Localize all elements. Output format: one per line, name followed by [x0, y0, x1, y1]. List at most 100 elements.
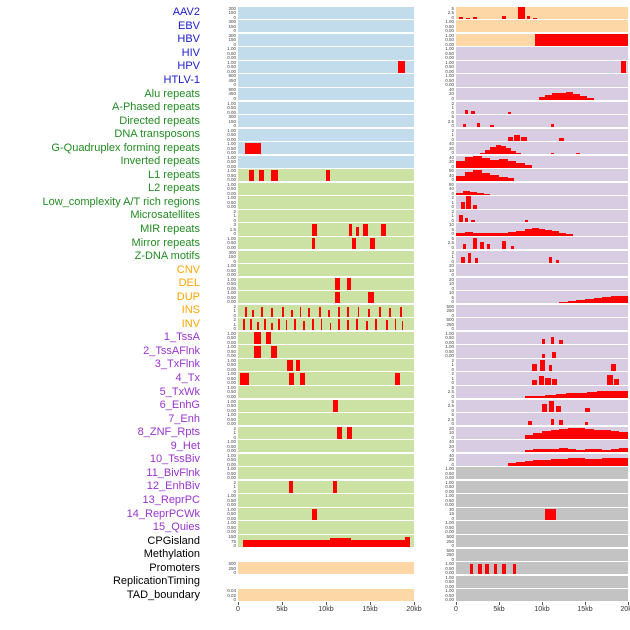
data-bar — [586, 97, 594, 101]
x-tick-label: 0 — [236, 606, 240, 614]
track-label: 13_ReprPC — [142, 494, 200, 506]
y-tick-label: 0.50 — [445, 335, 454, 341]
y-tick-label: 900 — [228, 86, 236, 92]
y-axis-ticks: 1.00 0.50 0.00 — [414, 331, 456, 344]
track-row: Inverted repeats 1.00 0.50 0.00 40 20 0 — [0, 155, 630, 169]
track-row: HTLV-1 900 450 0 1.00 0.50 0.00 — [0, 74, 630, 88]
data-bar — [299, 306, 302, 317]
data-bar — [329, 322, 332, 331]
y-tick-label: 0.50 — [445, 579, 454, 585]
data-bar — [380, 224, 386, 236]
track-panel-left — [238, 549, 414, 561]
track-row: AAV2 300 150 0 5 2.5 0 — [0, 6, 630, 20]
track-panel-right — [456, 413, 628, 426]
track-panel-right — [456, 345, 628, 358]
y-tick-label: 10 — [448, 281, 454, 287]
track-panel-left — [238, 277, 414, 290]
data-bar — [542, 404, 548, 412]
data-bar — [370, 237, 376, 250]
data-bar — [485, 150, 491, 155]
data-bar — [285, 320, 288, 331]
track-label: DNA transposons — [114, 129, 200, 141]
data-bar — [271, 345, 277, 358]
track-panel-right — [456, 155, 628, 168]
track-row: Directed repeats 300 150 0 5 2.5 0 — [0, 114, 630, 128]
y-tick-label: 500 — [446, 303, 454, 309]
track-row: 4_Tx 1.00 0.50 0.00 2 1 0 — [0, 372, 630, 386]
data-bar — [461, 256, 465, 263]
data-bar — [466, 17, 470, 19]
data-bar — [545, 508, 556, 521]
track-label: L2 repeats — [148, 183, 200, 195]
data-bar — [559, 458, 568, 466]
x-tick-mark — [542, 602, 543, 606]
data-bar — [621, 61, 627, 74]
y-tick-label: 0.50 — [445, 348, 454, 354]
data-bar — [545, 394, 556, 399]
data-bar — [542, 339, 546, 344]
track-panel-right — [456, 440, 628, 453]
y-tick-label: 0 — [451, 217, 454, 223]
y-tick-label: 0 — [451, 326, 454, 332]
track-panel-left — [238, 399, 414, 412]
y-tick-label: 0.00 — [445, 353, 454, 359]
data-bar — [526, 15, 530, 19]
data-bar — [533, 449, 542, 453]
data-bar — [469, 563, 474, 575]
y-tick-label: 0 — [451, 461, 454, 467]
data-bar — [368, 291, 374, 304]
y-tick-label: 0 — [451, 204, 454, 210]
y-tick-label: 0.50 — [445, 37, 454, 43]
y-tick-label: 2 — [233, 208, 236, 214]
track-row: 7_Enh 1.00 0.50 0.00 5 2.5 0 — [0, 412, 630, 426]
y-axis-ticks: 1.00 0.50 0.00 — [200, 372, 238, 385]
data-bar — [318, 306, 321, 317]
y-tick-label: 0.50 — [227, 186, 236, 192]
y-tick-label: 2 — [233, 479, 236, 485]
y-tick-label: 1.00 — [227, 520, 236, 526]
track-label: Microsatellites — [130, 210, 200, 222]
y-tick-label: 1.00 — [227, 452, 236, 458]
y-axis-ticks: 5 2.5 0 — [414, 6, 456, 20]
x-tick-mark — [628, 602, 629, 606]
y-tick-label: 40 — [448, 439, 454, 445]
data-bar — [481, 232, 491, 236]
y-axis-ticks: 1.00 0.50 0.00 — [200, 520, 238, 534]
x-tick-mark — [456, 602, 457, 606]
track-label: DUP — [176, 291, 200, 303]
y-tick-label: 2.5 — [447, 403, 454, 409]
y-tick-label: 20 — [448, 276, 454, 282]
y-tick-label: 10 — [448, 430, 454, 436]
y-tick-label: 2.5 — [447, 416, 454, 422]
data-bar — [347, 320, 349, 331]
data-bar — [481, 172, 491, 182]
y-tick-label: 1.00 — [227, 141, 236, 147]
data-bar — [257, 321, 260, 331]
y-tick-label: 20 — [448, 443, 454, 449]
data-bar — [559, 138, 565, 141]
data-bar — [471, 111, 475, 114]
y-tick-label: 1.00 — [227, 127, 236, 133]
axis-spacer — [0, 602, 238, 619]
y-tick-label: 0 — [233, 488, 236, 494]
y-tick-label: 1.5 — [229, 226, 236, 232]
data-bar — [294, 318, 297, 331]
track-row: CNV 1.00 0.50 0.00 20 10 0 — [0, 263, 630, 277]
track-panel-right — [456, 318, 628, 331]
data-bar — [507, 178, 515, 182]
data-bar — [576, 299, 585, 304]
data-bar — [597, 391, 608, 399]
track-panel-left — [238, 155, 414, 168]
data-bar — [476, 122, 481, 128]
y-tick-label: 0.00 — [227, 272, 236, 278]
track-label: 2_TssAFlnk — [143, 345, 200, 357]
y-tick-label: 0 — [451, 14, 454, 20]
y-tick-label: 1 — [233, 484, 236, 490]
y-axis-ticks: 1.00 0.50 0.00 — [200, 182, 238, 195]
y-tick-label: 0.50 — [227, 50, 236, 56]
y-tick-label: 0.50 — [227, 362, 236, 368]
data-bar — [545, 377, 551, 385]
y-tick-label: 0.50 — [227, 281, 236, 287]
track-panel-right — [456, 115, 628, 128]
